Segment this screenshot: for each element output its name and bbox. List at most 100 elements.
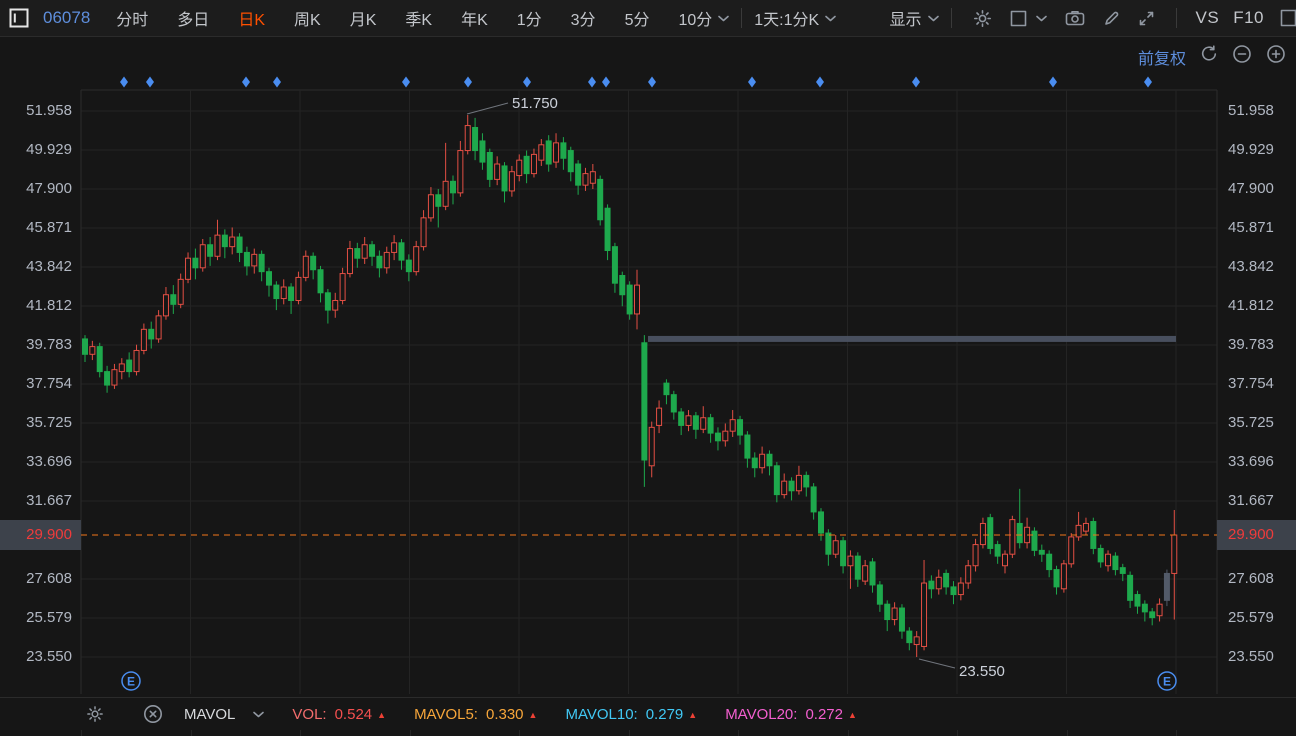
candle[interactable]	[685, 410, 692, 432]
candle[interactable]	[670, 390, 677, 420]
candle[interactable]	[420, 210, 427, 251]
candle[interactable]	[957, 577, 964, 601]
indicator-selector[interactable]: MAVOL	[184, 705, 236, 723]
candle[interactable]	[266, 267, 272, 297]
candle[interactable]	[413, 240, 420, 276]
candle[interactable]	[207, 237, 214, 266]
candle[interactable]	[1038, 544, 1045, 562]
event-diamond-marker[interactable]	[1144, 76, 1152, 88]
candle[interactable]	[979, 517, 986, 549]
event-diamond-marker[interactable]	[402, 76, 410, 88]
candle[interactable]	[714, 427, 721, 451]
vs-button[interactable]: VS	[1195, 8, 1220, 27]
candle[interactable]	[229, 227, 236, 255]
candle[interactable]	[943, 569, 950, 595]
tab-1分[interactable]: 1分	[516, 12, 542, 29]
candle[interactable]	[781, 473, 788, 499]
candle[interactable]	[1082, 517, 1089, 535]
candle[interactable]	[457, 140, 464, 197]
candle[interactable]	[965, 559, 972, 589]
candle[interactable]	[295, 271, 302, 305]
indicator-settings-gear-icon[interactable]	[86, 705, 104, 723]
candle[interactable]	[1112, 552, 1119, 576]
candle[interactable]	[1060, 559, 1067, 593]
panel-toggle-icon[interactable]	[1280, 9, 1296, 27]
candle[interactable]	[1134, 590, 1141, 614]
candle[interactable]	[427, 187, 434, 222]
candle[interactable]	[508, 165, 515, 197]
candle[interactable]	[376, 250, 383, 278]
tab-月K[interactable]: 月K	[349, 12, 377, 29]
event-diamond-marker[interactable]	[602, 76, 610, 88]
event-diamond-marker[interactable]	[146, 76, 154, 88]
candle[interactable]	[1068, 533, 1075, 568]
candle[interactable]	[626, 281, 633, 320]
candle[interactable]	[582, 167, 589, 191]
candle[interactable]	[450, 175, 456, 205]
candle[interactable]	[479, 133, 486, 170]
candle[interactable]	[317, 265, 324, 303]
candle[interactable]	[604, 204, 611, 261]
candle[interactable]	[803, 471, 810, 497]
candle[interactable]	[891, 602, 898, 626]
candle[interactable]	[162, 287, 169, 320]
candle[interactable]	[1141, 600, 1148, 622]
candle[interactable]	[1090, 517, 1097, 555]
candle[interactable]	[634, 269, 640, 330]
candle[interactable]	[369, 240, 376, 266]
interval-selector[interactable]: 1天:1分K	[754, 12, 820, 29]
close-indicator-icon[interactable]	[143, 704, 163, 724]
earnings-marker[interactable]: E	[121, 671, 141, 691]
chevron-down-icon[interactable]	[825, 15, 837, 22]
candle[interactable]	[82, 335, 88, 362]
candle[interactable]	[656, 400, 663, 434]
candle[interactable]	[884, 600, 891, 632]
candle[interactable]	[354, 242, 361, 268]
candle[interactable]	[898, 604, 905, 639]
candle[interactable]	[854, 552, 861, 587]
candle[interactable]	[170, 285, 177, 314]
candle[interactable]	[177, 273, 184, 309]
candle[interactable]	[648, 421, 655, 478]
candle[interactable]	[332, 292, 339, 318]
candle[interactable]	[759, 446, 766, 474]
chevron-down-icon[interactable]	[927, 15, 939, 22]
candle[interactable]	[847, 550, 854, 589]
candle[interactable]	[567, 146, 574, 182]
candle[interactable]	[1105, 550, 1112, 572]
candle[interactable]	[324, 288, 331, 324]
candle[interactable]	[751, 452, 758, 478]
candle[interactable]	[700, 406, 707, 434]
tab-日K[interactable]: 日K	[238, 12, 265, 29]
candle[interactable]	[906, 627, 913, 651]
candle[interactable]	[391, 235, 398, 261]
candle[interactable]	[832, 534, 839, 559]
candle[interactable]	[663, 379, 670, 405]
candle[interactable]	[192, 248, 199, 280]
candle[interactable]	[935, 569, 942, 595]
candle[interactable]	[236, 233, 243, 263]
candle[interactable]	[1163, 569, 1170, 607]
candle[interactable]	[876, 581, 883, 612]
forward-adjustment-label[interactable]: 前复权	[1137, 50, 1186, 68]
candle[interactable]	[140, 323, 147, 355]
candle[interactable]	[310, 252, 317, 280]
candle[interactable]	[1156, 598, 1163, 622]
candle[interactable]	[950, 581, 957, 605]
tab-周K[interactable]: 周K	[294, 12, 321, 29]
candle[interactable]	[840, 536, 847, 574]
candle[interactable]	[273, 281, 280, 311]
tab-10分[interactable]: 10分	[678, 12, 713, 29]
settings-gear-icon[interactable]	[973, 9, 992, 28]
candle[interactable]	[258, 250, 265, 282]
candle[interactable]	[722, 423, 729, 447]
candle[interactable]	[1097, 544, 1104, 568]
candle[interactable]	[96, 342, 103, 378]
candle[interactable]	[486, 148, 493, 188]
candle[interactable]	[494, 156, 501, 186]
candle[interactable]	[818, 508, 824, 541]
candle[interactable]	[118, 358, 125, 380]
event-diamond-marker[interactable]	[912, 76, 920, 88]
candle[interactable]	[553, 133, 560, 168]
candle[interactable]	[913, 631, 920, 658]
